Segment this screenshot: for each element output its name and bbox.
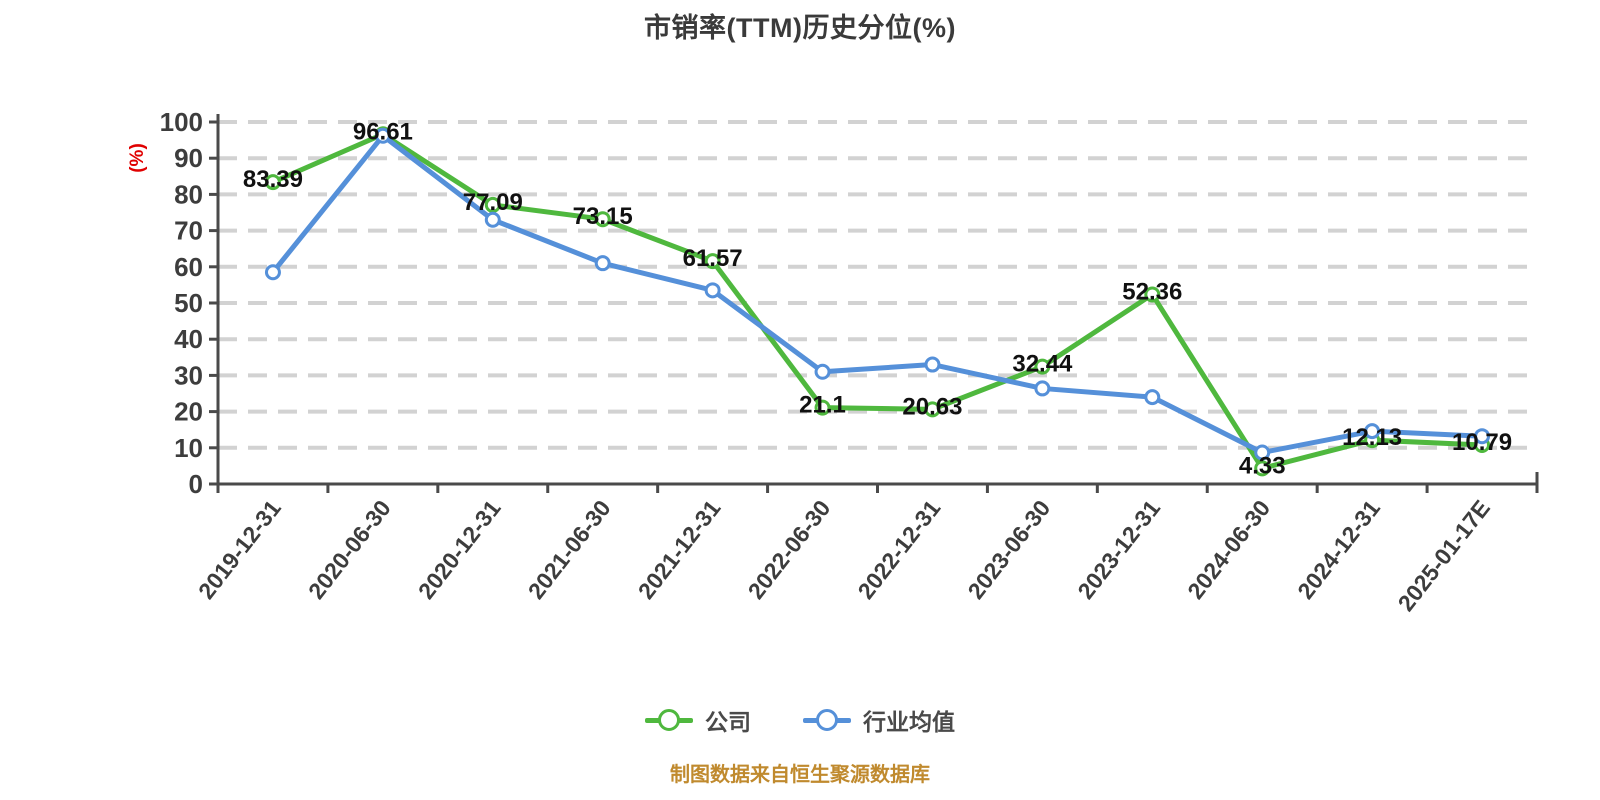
- data-point-行业均值[interactable]: [1254, 444, 1271, 461]
- data-label: 20.63: [902, 393, 962, 420]
- y-axis-tick-label: 60: [174, 252, 203, 282]
- x-axis-tick-label: 2019-12-31: [193, 495, 286, 604]
- data-label: 32.44: [1012, 351, 1073, 378]
- series-line-行业均值[interactable]: [270, 133, 1485, 456]
- y-axis-tick-label: 80: [174, 179, 203, 209]
- legend-dot-icon: [658, 709, 680, 731]
- data-point-公司[interactable]: [1144, 286, 1161, 303]
- x-axis-tick-label: 2024-06-30: [1182, 495, 1275, 604]
- y-axis-tick-label: 10: [174, 433, 203, 463]
- chart-title: 市销率(TTM)历史分位(%): [644, 13, 956, 43]
- y-axis-tick-label: 90: [174, 143, 203, 173]
- data-point-公司[interactable]: [814, 399, 831, 416]
- x-axis-tick-label: 2023-06-30: [962, 495, 1055, 604]
- data-label: 52.36: [1122, 278, 1182, 305]
- y-axis-tick-label: 50: [174, 288, 203, 318]
- data-point-行业均值[interactable]: [814, 363, 831, 380]
- x-axis-tick-label: 2022-06-30: [743, 495, 836, 604]
- x-axis-tick-label: 2024-12-31: [1292, 495, 1385, 604]
- legend-item-company[interactable]: 公司: [645, 703, 751, 737]
- data-point-行业均值[interactable]: [704, 282, 721, 299]
- data-label: 10.79: [1452, 429, 1512, 456]
- data-point-行业均值[interactable]: [374, 127, 391, 144]
- company-series-marker-icon: [645, 709, 693, 731]
- data-label: 61.57: [683, 245, 743, 272]
- legend-dot-icon: [816, 709, 838, 731]
- x-axis-tick-label: 2022-12-31: [852, 495, 945, 604]
- legend-label-company: 公司: [705, 709, 751, 735]
- data-source-note: 制图数据来自恒生聚源数据库: [670, 764, 930, 786]
- data-label: 96.61: [353, 118, 413, 145]
- data-label: 12.13: [1342, 424, 1402, 451]
- legend: 公司 行业均值: [0, 698, 1600, 742]
- x-axis-tick-label: 2021-06-30: [523, 495, 616, 604]
- data-point-行业均值[interactable]: [594, 255, 611, 272]
- data-label: 73.15: [573, 203, 633, 230]
- data-point-公司[interactable]: [924, 401, 941, 418]
- x-axis-tick-label: 2023-12-31: [1072, 495, 1165, 604]
- legend-label-industry-average: 行业均值: [863, 709, 955, 735]
- data-point-行业均值[interactable]: [1474, 428, 1491, 445]
- y-axis-tick-label: 40: [174, 324, 203, 354]
- series-line-公司[interactable]: [270, 131, 1485, 471]
- data-point-行业均值[interactable]: [1364, 423, 1381, 440]
- y-axis-tick-label: 70: [174, 216, 203, 246]
- data-point-行业均值[interactable]: [264, 264, 281, 281]
- y-axis-tick-label: 0: [189, 469, 203, 499]
- x-axis-tick-label: 2025-01-17E: [1393, 495, 1495, 616]
- data-point-公司[interactable]: [264, 174, 281, 191]
- data-point-行业均值[interactable]: [1034, 380, 1051, 397]
- data-label: 21.1: [799, 392, 846, 419]
- y-axis-tick-label: 20: [174, 397, 203, 427]
- data-point-行业均值[interactable]: [1144, 389, 1161, 406]
- industry-series-marker-icon: [803, 709, 851, 731]
- data-point-公司[interactable]: [484, 196, 501, 213]
- data-point-公司[interactable]: [1034, 358, 1051, 375]
- data-point-公司[interactable]: [704, 253, 721, 270]
- data-label: 77.09: [463, 189, 523, 216]
- data-point-公司[interactable]: [594, 211, 611, 228]
- data-label: 4.33: [1239, 452, 1286, 479]
- data-point-行业均值[interactable]: [484, 211, 501, 228]
- y-axis-tick-label: 100: [160, 107, 203, 137]
- legend-item-industry-average[interactable]: 行业均值: [803, 703, 955, 737]
- data-point-公司[interactable]: [1254, 460, 1271, 477]
- data-label: 83.39: [243, 166, 303, 193]
- data-point-行业均值[interactable]: [924, 356, 941, 373]
- x-axis-tick-label: 2020-12-31: [413, 495, 506, 604]
- y-axis-tick-label: 30: [174, 360, 203, 390]
- x-axis-tick-label: 2021-12-31: [633, 495, 726, 604]
- x-axis-tick-label: 2020-06-30: [303, 495, 396, 604]
